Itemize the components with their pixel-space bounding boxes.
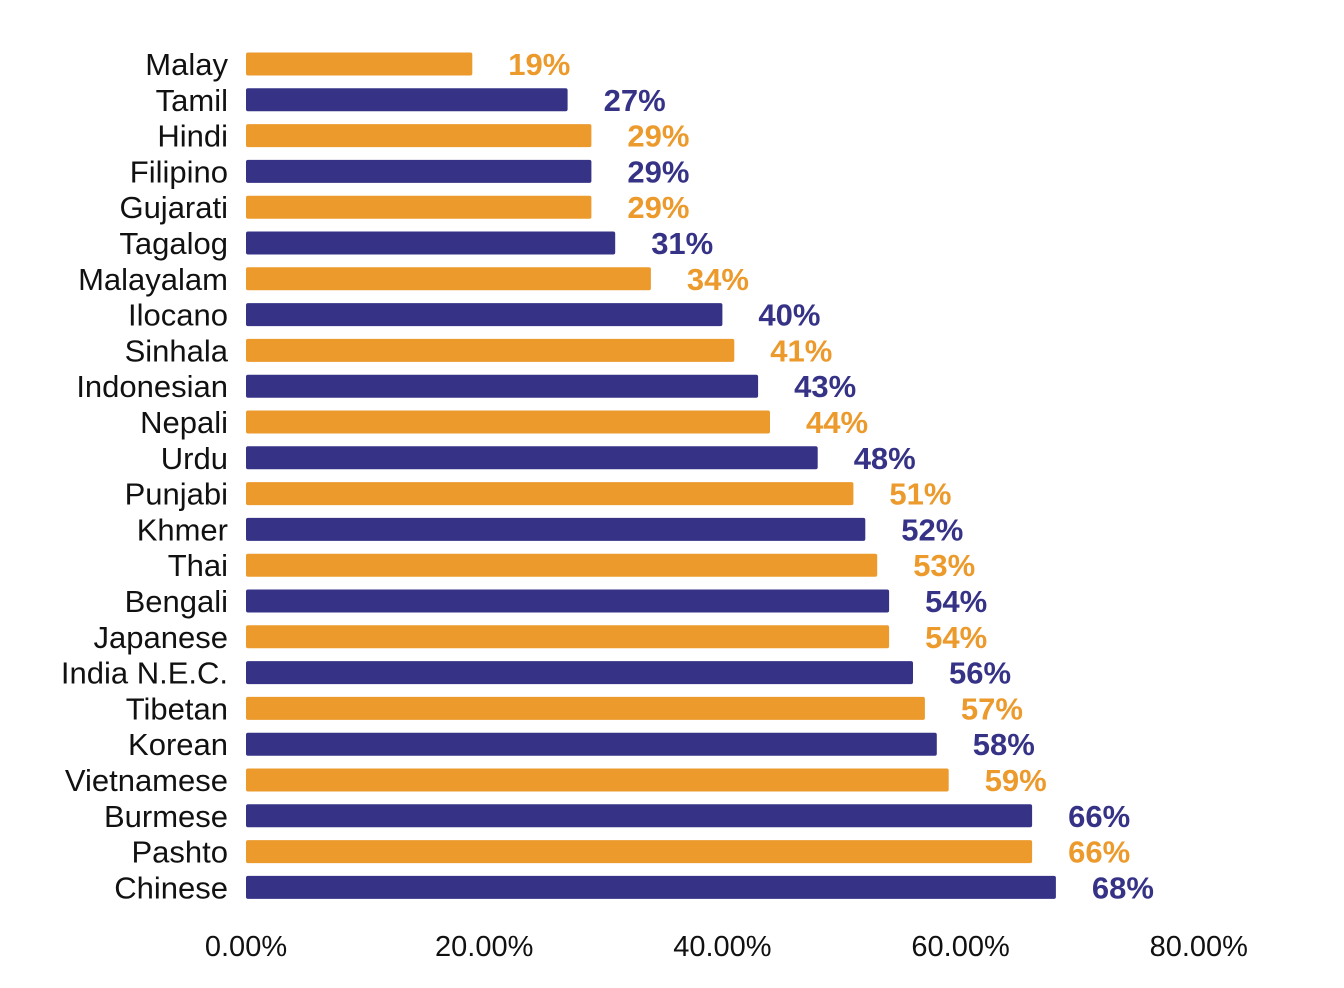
value-label-bengali: 54% bbox=[925, 584, 987, 619]
x-tick-label: 20.00% bbox=[435, 931, 533, 963]
bar-thai bbox=[246, 553, 878, 577]
category-label-bengali: Bengali bbox=[125, 584, 228, 619]
category-label-tamil: Tamil bbox=[156, 83, 228, 118]
value-label-malayalam: 34% bbox=[687, 262, 749, 297]
value-label-filipino: 29% bbox=[627, 154, 689, 189]
value-label-hindi: 29% bbox=[627, 119, 689, 154]
bar-filipino bbox=[246, 159, 592, 183]
category-label-ilocano: Ilocano bbox=[128, 298, 228, 333]
value-label-korean: 58% bbox=[973, 727, 1035, 762]
value-label-tamil: 27% bbox=[604, 83, 666, 118]
bar-burmese bbox=[246, 804, 1033, 828]
bar-malayalam bbox=[246, 267, 651, 291]
category-label-india-n-e-c: India N.E.C. bbox=[61, 656, 228, 691]
bar-indonesian bbox=[246, 374, 759, 398]
category-label-malayalam: Malayalam bbox=[78, 262, 228, 297]
category-label-khmer: Khmer bbox=[137, 512, 228, 547]
bar-ilocano bbox=[246, 303, 723, 327]
x-tick-label: 60.00% bbox=[911, 931, 1009, 963]
value-label-indonesian: 43% bbox=[794, 369, 856, 404]
category-label-gujarati: Gujarati bbox=[119, 190, 228, 225]
category-label-punjabi: Punjabi bbox=[125, 477, 228, 512]
category-label-malay: Malay bbox=[145, 47, 228, 82]
bar-pashto bbox=[246, 840, 1033, 864]
value-label-vietnamese: 59% bbox=[985, 763, 1047, 798]
bars-layer bbox=[246, 52, 1056, 899]
bar-hindi bbox=[246, 124, 592, 148]
bar-nepali bbox=[246, 410, 770, 434]
category-label-filipino: Filipino bbox=[130, 154, 228, 189]
value-label-tagalog: 31% bbox=[651, 226, 713, 261]
category-label-vietnamese: Vietnamese bbox=[65, 763, 228, 798]
category-label-hindi: Hindi bbox=[157, 119, 228, 154]
category-label-korean: Korean bbox=[128, 727, 228, 762]
value-label-punjabi: 51% bbox=[889, 477, 951, 512]
x-tick-label: 0.00% bbox=[205, 931, 287, 963]
category-label-chinese: Chinese bbox=[114, 870, 228, 905]
bar-sinhala bbox=[246, 338, 735, 362]
category-labels: MalayTamilHindiFilipinoGujaratiTagalogMa… bbox=[61, 47, 229, 905]
category-label-pashto: Pashto bbox=[131, 835, 228, 870]
value-label-nepali: 44% bbox=[806, 405, 868, 440]
bar-gujarati bbox=[246, 195, 592, 219]
bar-urdu bbox=[246, 446, 818, 470]
value-label-india-n-e-c: 56% bbox=[949, 656, 1011, 691]
value-label-tibetan: 57% bbox=[961, 691, 1023, 726]
category-label-nepali: Nepali bbox=[140, 405, 228, 440]
value-label-thai: 53% bbox=[913, 548, 975, 583]
bar-khmer bbox=[246, 517, 866, 541]
bar-vietnamese bbox=[246, 768, 949, 792]
category-label-sinhala: Sinhala bbox=[125, 333, 229, 368]
bar-japanese bbox=[246, 625, 890, 649]
bar-tibetan bbox=[246, 696, 925, 720]
category-label-thai: Thai bbox=[168, 548, 228, 583]
x-tick-label: 40.00% bbox=[673, 931, 771, 963]
category-label-tagalog: Tagalog bbox=[119, 226, 228, 261]
bar-bengali bbox=[246, 589, 890, 613]
category-label-tibetan: Tibetan bbox=[126, 691, 228, 726]
category-label-urdu: Urdu bbox=[161, 441, 228, 476]
bar-malay bbox=[246, 52, 473, 76]
bar-korean bbox=[246, 732, 937, 756]
value-label-urdu: 48% bbox=[854, 441, 916, 476]
value-label-malay: 19% bbox=[508, 47, 570, 82]
value-label-khmer: 52% bbox=[901, 512, 963, 547]
bar-tamil bbox=[246, 88, 568, 112]
category-label-japanese: Japanese bbox=[94, 620, 228, 655]
value-labels: 19%27%29%29%29%31%34%40%41%43%44%48%51%5… bbox=[508, 47, 1154, 905]
value-label-ilocano: 40% bbox=[758, 298, 820, 333]
value-label-sinhala: 41% bbox=[770, 333, 832, 368]
value-label-pashto: 66% bbox=[1068, 835, 1130, 870]
bar-india-n-e-c bbox=[246, 661, 913, 685]
value-label-gujarati: 29% bbox=[627, 190, 689, 225]
bar-punjabi bbox=[246, 482, 854, 506]
bar-tagalog bbox=[246, 231, 616, 255]
category-label-burmese: Burmese bbox=[104, 799, 228, 834]
x-tick-label: 80.00% bbox=[1150, 931, 1248, 963]
category-label-indonesian: Indonesian bbox=[76, 369, 228, 404]
value-label-japanese: 54% bbox=[925, 620, 987, 655]
value-label-chinese: 68% bbox=[1092, 870, 1154, 905]
bar-chinese bbox=[246, 875, 1056, 899]
x-axis: 0.00% 20.00% 40.00% 60.00% 80.00% bbox=[205, 931, 1248, 963]
value-label-burmese: 66% bbox=[1068, 799, 1130, 834]
